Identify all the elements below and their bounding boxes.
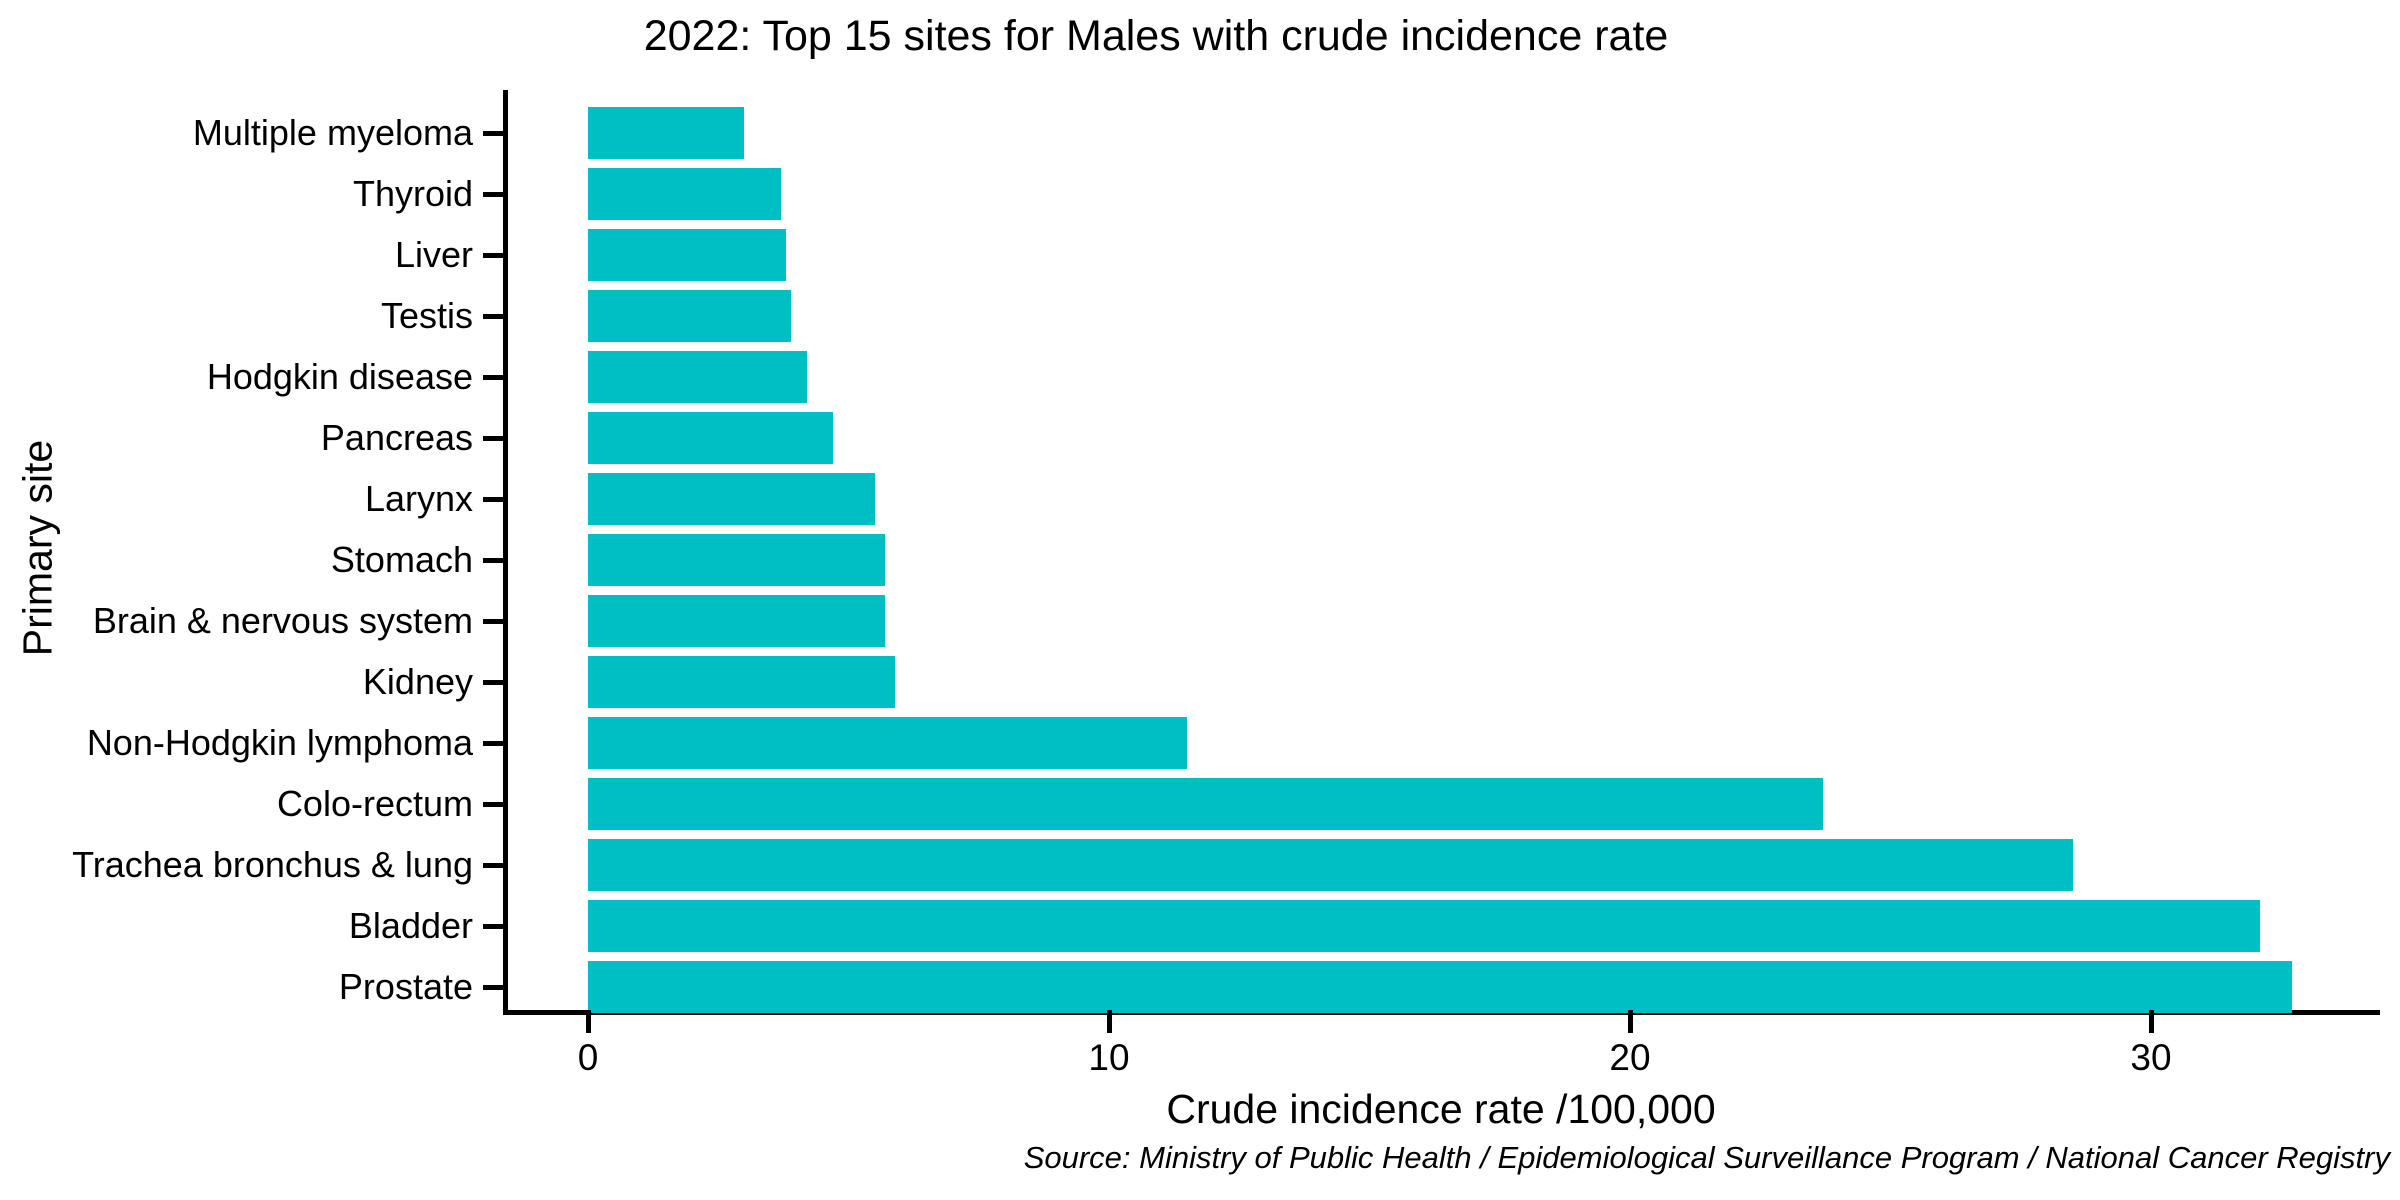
y-tick-brain-nervous-system [483, 619, 503, 624]
y-tick-label-pancreas: Pancreas [320, 417, 473, 458]
y-tick-label-multiple-myeloma: Multiple myeloma [192, 112, 473, 153]
bar-bladder [588, 900, 2261, 952]
y-tick-label-thyroid: Thyroid [352, 173, 473, 214]
y-tick-hodgkin-disease [483, 375, 503, 380]
y-tick-testis [483, 314, 503, 319]
x-tick-label-20: 20 [1609, 1037, 1651, 1078]
bar-non-hodgkin-lymphoma [588, 717, 1188, 769]
bar-colo-rectum [588, 778, 1823, 830]
bar-hodgkin-disease [588, 351, 807, 403]
y-tick-multiple-myeloma [483, 131, 503, 136]
bar-brain-nervous-system [588, 595, 885, 647]
bar-thyroid [588, 168, 781, 220]
y-tick-thyroid [483, 192, 503, 197]
y-tick-label-colo-rectum: Colo-rectum [276, 783, 473, 824]
y-tick-label-non-hodgkin-lymphoma: Non-Hodgkin lymphoma [86, 722, 473, 763]
y-tick-non-hodgkin-lymphoma [483, 741, 503, 746]
bar-kidney [588, 656, 896, 708]
bar-stomach [588, 534, 885, 586]
source-note: Source: Ministry of Public Health / Epid… [1023, 1140, 2390, 1175]
plot-area: Multiple myeloma Thyroid Liver Testis Hodgki… [72, 90, 2380, 1078]
y-tick-label-hodgkin-disease: Hodgkin disease [206, 356, 473, 397]
y-tick-label-bladder: Bladder [348, 905, 473, 946]
bar-larynx [588, 473, 875, 525]
chart-title: 2022: Top 15 sites for Males with crude … [643, 12, 1669, 60]
y-tick-prostate [483, 985, 503, 990]
y-tick-label-stomach: Stomach [330, 539, 473, 580]
x-tick-label-30: 30 [2130, 1037, 2172, 1078]
y-tick-label-prostate: Prostate [338, 966, 473, 1007]
x-tick-20 [1627, 1010, 1633, 1033]
y-tick-label-larynx: Larynx [364, 478, 473, 519]
x-tick-30 [2148, 1010, 2154, 1033]
x-axis-title: Crude incidence rate /100,000 [1166, 1086, 1716, 1132]
bar-testis [588, 290, 792, 342]
y-tick-pancreas [483, 436, 503, 441]
bar-trachea-bronchus-lung [588, 839, 2073, 891]
y-tick-label-kidney: Kidney [362, 661, 473, 702]
bar-multiple-myeloma [588, 107, 745, 159]
x-tick-0 [585, 1010, 591, 1033]
y-tick-colo-rectum [483, 802, 503, 807]
y-tick-liver [483, 253, 503, 258]
y-tick-label-liver: Liver [394, 234, 473, 275]
x-tick-label-0: 0 [577, 1037, 599, 1078]
bar-pancreas [588, 412, 833, 464]
y-tick-label-trachea-bronchus-lung: Trachea bronchus & lung [72, 844, 473, 885]
y-tick-label-brain-nervous-system: Brain & nervous system [92, 600, 473, 641]
y-tick-bladder [483, 924, 503, 929]
x-tick-10 [1106, 1010, 1112, 1033]
y-tick-trachea-bronchus-lung [483, 863, 503, 868]
bar-liver [588, 229, 786, 281]
y-tick-larynx [483, 497, 503, 502]
y-tick-kidney [483, 680, 503, 685]
x-tick-label-10: 10 [1088, 1037, 1130, 1078]
bar-prostate [588, 961, 2292, 1013]
y-tick-label-testis: Testis [380, 295, 473, 336]
y-tick-stomach [483, 558, 503, 563]
